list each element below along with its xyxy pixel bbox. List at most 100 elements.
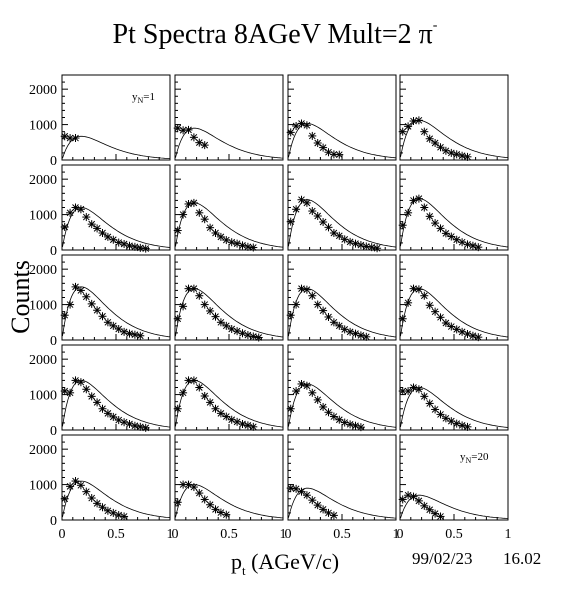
data-point bbox=[206, 223, 215, 232]
data-point bbox=[286, 484, 295, 493]
data-point bbox=[313, 300, 322, 309]
data-point bbox=[66, 208, 75, 217]
panel-yn-19: 0 0.5 1 bbox=[285, 434, 400, 542]
panel-yn-15 bbox=[286, 344, 397, 432]
data-point bbox=[195, 383, 204, 392]
panel-yn-14 bbox=[173, 344, 284, 431]
data-point bbox=[120, 418, 129, 427]
y-tick-label: 0 bbox=[50, 154, 57, 169]
data-point bbox=[195, 208, 204, 217]
x-tick-label: 0.5 bbox=[220, 527, 238, 542]
data-point bbox=[243, 331, 252, 340]
data-point bbox=[420, 127, 429, 136]
data-point bbox=[98, 503, 107, 512]
data-point bbox=[356, 241, 365, 250]
data-point bbox=[420, 501, 429, 510]
data-point bbox=[319, 218, 328, 227]
data-point bbox=[93, 499, 102, 508]
data-point bbox=[120, 239, 129, 248]
y-tick-label: 2000 bbox=[29, 263, 57, 278]
data-point bbox=[297, 487, 306, 496]
data-point bbox=[249, 422, 258, 431]
fit-curve bbox=[288, 487, 396, 519]
time-stamp: 16.02 bbox=[503, 549, 541, 568]
data-point bbox=[474, 243, 483, 252]
data-point bbox=[238, 241, 247, 250]
data-point bbox=[98, 312, 107, 321]
data-point bbox=[222, 510, 231, 519]
data-point bbox=[302, 285, 311, 294]
data-point bbox=[82, 292, 91, 301]
data-point bbox=[319, 505, 328, 514]
data-point bbox=[216, 318, 225, 327]
data-point bbox=[125, 419, 134, 428]
data-point bbox=[200, 300, 209, 309]
data-point bbox=[286, 217, 295, 226]
data-point bbox=[436, 143, 445, 152]
data-point bbox=[351, 421, 360, 430]
data-point bbox=[313, 212, 322, 220]
y-tick-label: 1000 bbox=[29, 479, 57, 494]
panel-yn-2 bbox=[173, 74, 284, 161]
data-point bbox=[329, 511, 338, 520]
x-tick-label: 1 bbox=[393, 527, 400, 542]
panel-yn-3 bbox=[286, 74, 397, 161]
y-tick-label: 2000 bbox=[29, 443, 57, 458]
data-point bbox=[60, 387, 69, 396]
data-point bbox=[436, 512, 445, 521]
data-point bbox=[468, 331, 477, 340]
data-point bbox=[114, 238, 123, 247]
data-point bbox=[179, 388, 188, 397]
data-point bbox=[398, 127, 407, 136]
y-tick-label: 1000 bbox=[29, 299, 57, 314]
y-tick-label: 2000 bbox=[29, 83, 57, 98]
data-point bbox=[398, 314, 407, 323]
data-point bbox=[425, 505, 434, 514]
data-point bbox=[125, 241, 134, 250]
y-tick-label: 0 bbox=[50, 334, 57, 349]
data-point bbox=[184, 125, 193, 134]
data-point bbox=[335, 231, 344, 240]
data-point bbox=[302, 381, 311, 390]
data-point bbox=[319, 143, 328, 152]
data-point bbox=[373, 244, 382, 253]
data-point bbox=[431, 139, 440, 147]
data-point bbox=[206, 500, 215, 509]
data-point bbox=[404, 122, 413, 131]
data-point bbox=[409, 383, 418, 392]
data-point bbox=[340, 235, 349, 244]
data-point bbox=[463, 152, 472, 161]
data-point bbox=[238, 419, 247, 428]
data-point bbox=[200, 215, 209, 224]
data-point bbox=[103, 232, 112, 241]
data-point bbox=[313, 501, 322, 510]
y-tick-label: 1000 bbox=[29, 389, 57, 404]
data-point bbox=[431, 307, 440, 316]
data-point bbox=[114, 511, 123, 520]
data-point bbox=[71, 203, 80, 212]
data-point bbox=[362, 332, 371, 341]
panel-frame bbox=[174, 254, 284, 341]
panel-frame bbox=[174, 74, 284, 161]
data-point bbox=[297, 119, 306, 128]
data-point bbox=[414, 496, 423, 505]
data-point bbox=[313, 139, 322, 147]
data-point bbox=[297, 284, 306, 293]
data-point bbox=[189, 483, 198, 492]
data-point bbox=[66, 134, 75, 143]
data-point bbox=[76, 378, 85, 387]
data-point bbox=[302, 491, 311, 500]
data-point bbox=[189, 284, 198, 293]
data-point bbox=[425, 134, 434, 143]
data-point bbox=[206, 398, 215, 407]
data-point bbox=[130, 421, 139, 430]
data-point bbox=[452, 150, 461, 159]
data-point bbox=[173, 498, 182, 507]
x-tick-label: 0.5 bbox=[445, 527, 463, 542]
data-point bbox=[351, 329, 360, 338]
data-point bbox=[189, 198, 198, 207]
data-point bbox=[195, 291, 204, 300]
data-point bbox=[141, 423, 150, 432]
data-point bbox=[324, 223, 333, 232]
data-point bbox=[409, 492, 418, 501]
